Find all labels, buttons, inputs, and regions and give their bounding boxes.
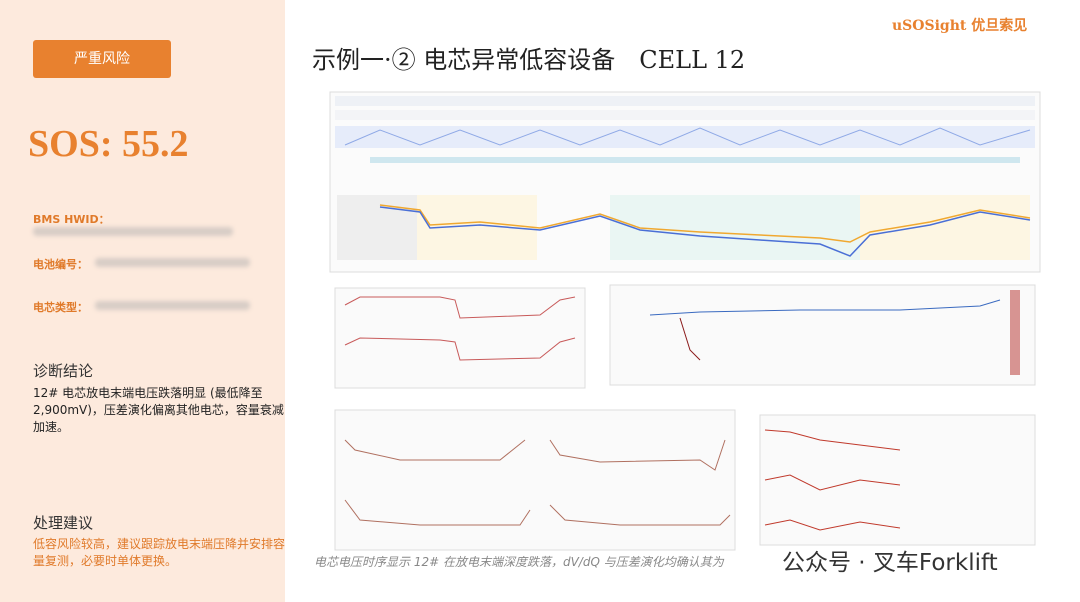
field-label: BMS HWID： — [33, 213, 110, 226]
logo-cn: 优旦索见 — [971, 18, 1028, 34]
section-text: 低容风险较高，建议跟踪放电末端压降并安排容量复测，必要时单体更换。 — [33, 537, 286, 568]
field-label: 电池编号： — [33, 258, 88, 271]
field-label: 电芯类型： — [33, 301, 88, 314]
redacted — [33, 227, 233, 236]
logo-en: uSOSight — [892, 18, 967, 34]
logo: uSOSight 优旦索见 — [892, 15, 1027, 35]
redacted — [95, 301, 250, 310]
section-heading: 处理建议 — [33, 514, 94, 532]
section-heading: 诊断结论 — [33, 362, 94, 380]
score: SOS: 55.2 — [28, 123, 189, 165]
risk-badge: 严重风险 — [33, 40, 171, 78]
redacted — [95, 258, 250, 267]
slide-title: 示例一·② 电芯异常低容设备 CELL 12 — [312, 46, 746, 74]
caption: 电芯电压时序显示 12# 在放电末端深度跌落，dV/dQ 与压差演化均确认其为 — [314, 555, 724, 569]
watermark: 公众号 · 叉车Forklift — [782, 550, 998, 576]
section-text: 12# 电芯放电末端电压跌落明显 (最低降至 2,900mV)，压差演化偏离其他… — [33, 386, 284, 434]
